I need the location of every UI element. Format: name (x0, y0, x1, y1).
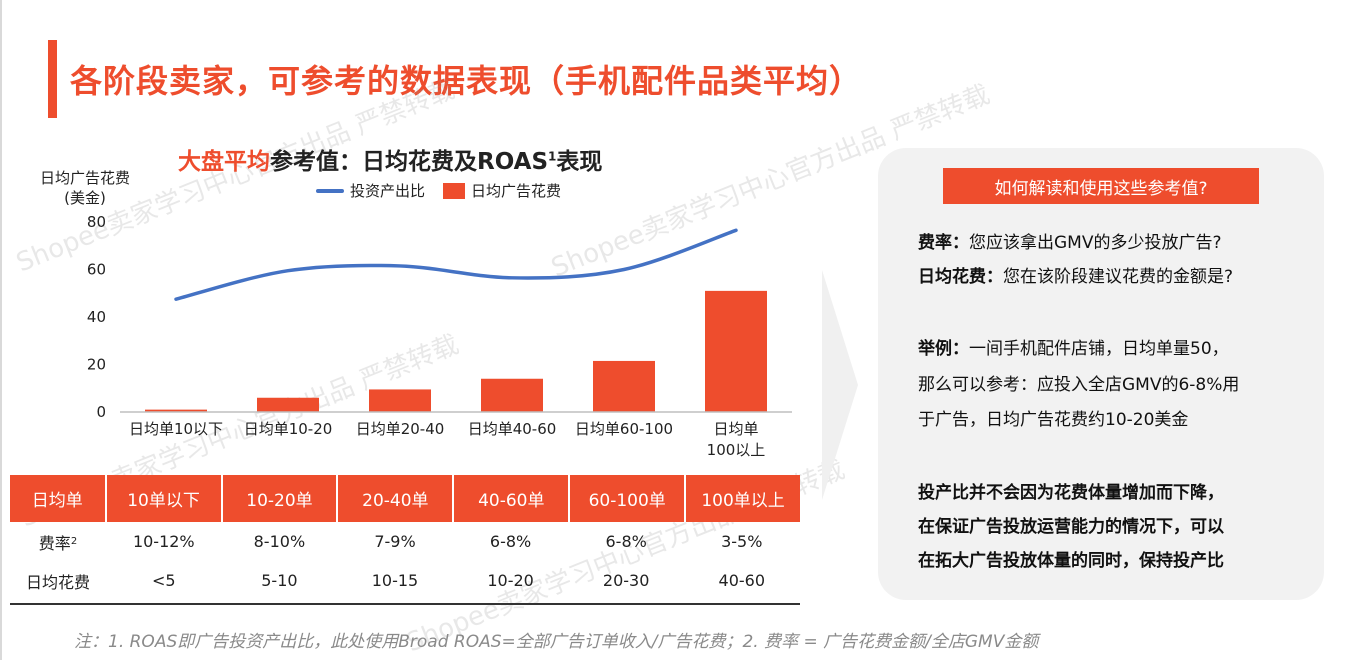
table-cell: 6-8% (605, 532, 647, 551)
table-cell: 8-10% (253, 532, 306, 551)
y-tick-label: 80 (87, 213, 106, 231)
chart-title-highlight: 大盘平均 (178, 149, 270, 175)
table-header-cell: 100单以上 (701, 491, 785, 511)
chevron-right-icon (822, 270, 858, 500)
table-row: 费率 2 10-12% 8-10% 7-9% 6-8% 6-8% 3-5% (10, 522, 800, 561)
footnote: 注：1. ROAS即广告投资产出比，此处使用Broad ROAS=全部广告订单收… (74, 632, 1039, 652)
table-cell: 3-5% (721, 532, 763, 551)
table-cell: 6-8% (489, 532, 532, 551)
table-header-cell: 10单以下 (107, 475, 223, 522)
table-cell: 10-15 (371, 571, 419, 590)
panel-example-label: 举例： (918, 339, 969, 359)
panel-note-line1: 投产比并不会因为花费体量增加而下降， (918, 483, 1224, 503)
panel-example-line3: 于广告，日均广告花费约10-20美金 (918, 410, 1189, 430)
chart-title-main: 参考值：日均花费及ROAS (270, 149, 549, 175)
table-header-cell: 10-20单 (223, 475, 339, 522)
chart-legend: 投资产出比 日均广告花费 (316, 180, 561, 201)
bar (705, 290, 767, 412)
table-cell: 40-60 (718, 571, 766, 590)
y-axis-label: 日均广告花费 (美金) (40, 168, 130, 208)
bar (145, 409, 207, 412)
x-tick-label: 日均单10以下 (129, 420, 223, 438)
legend-bar-label: 日均广告花费 (471, 182, 562, 200)
y-tick-label: 60 (87, 261, 106, 279)
y-axis-label-line2: (美金) (64, 189, 106, 207)
x-tick-label: 日均单60-100 (575, 420, 673, 438)
reference-table: 日均单 10单以下 10-20单 20-40单 40-60单 60-100单 100单以上 … (10, 475, 800, 600)
table-header-cell: 日均单 (10, 475, 107, 522)
table-row-label: 费率 2 (38, 533, 78, 553)
chart-plot: 0 20 40 60 80 日均单10以下 日均单10-20 日均单20-40 日均单40-60… (87, 213, 792, 459)
table-row-label-sup: 2 (70, 536, 78, 547)
panel-example-text1: 一间手机配件店铺，日均单量50， (969, 339, 1229, 359)
bar (593, 360, 655, 412)
panel-spend-line: 日均花费：您在该阶段建议花费的金额是? (918, 261, 1233, 294)
table-cell: 5-10 (261, 571, 298, 590)
y-tick-label: 0 (96, 403, 106, 421)
table-row: 日均花费 <5 5-10 10-15 10-20 20-30 40-60 (10, 561, 800, 600)
page-title: 各阶段卖家，可参考的数据表现（手机配件品类平均） (70, 62, 863, 100)
table-header-cell: 20-40单 (338, 475, 455, 522)
chart-title: 大盘平均参考值：日均花费及ROAS1表现 (178, 142, 602, 176)
table-cell: 20-30 (602, 571, 650, 590)
panel-note-line2: 在保证广告投放运营能力的情况下，可以 (918, 517, 1224, 537)
panel-example-line2: 那么可以参考：应投入全店GMV的6-8%用 (918, 375, 1240, 395)
table-header-cell: 60-100单 (570, 475, 687, 522)
chart-title-tail: 表现 (556, 149, 603, 175)
y-tick-label: 40 (87, 308, 106, 326)
bar (481, 378, 543, 412)
x-tick-label: 日均单 (713, 420, 758, 438)
panel-badge: 如何解读和使用这些参考值? (943, 168, 1259, 204)
chart-title-sup: 1 (548, 149, 557, 164)
roas-line (174, 228, 738, 301)
x-tick-label: 100以上 (707, 441, 766, 459)
table-cell: 10-20 (487, 571, 534, 590)
x-tick-label: 日均单40-60 (468, 420, 557, 438)
table-body: 费率 2 10-12% 8-10% 7-9% 6-8% 6-8% 3-5% 日均花费 <5 5-10… (10, 522, 800, 600)
panel-example-line1: 举例：一间手机配件店铺，日均单量50， (918, 333, 1229, 366)
table-cell: 10-12% (132, 532, 195, 551)
panel-rate-line: 费率：您应该拿出GMV的多少投放广告? (918, 227, 1222, 260)
panel-note-line3: 在拓大广告投放体量的同时，保持投产比 (918, 551, 1224, 571)
legend-line-label: 投资产出比 (350, 182, 426, 200)
panel-spend-label: 日均花费： (918, 267, 1003, 287)
table-cell: 7-9% (374, 532, 416, 551)
left-border (0, 0, 2, 660)
table-row-label: 日均花费 (25, 572, 90, 592)
panel-spend-text: 您在该阶段建议花费的金额是? (1003, 267, 1234, 287)
bar (369, 389, 431, 412)
x-tick-label: 日均单10-20 (244, 420, 333, 438)
legend-line-swatch (316, 188, 344, 193)
panel-rate-label: 费率： (918, 233, 969, 253)
y-axis-label-line1: 日均广告花费 (40, 169, 131, 187)
legend-bar-swatch (443, 182, 466, 199)
x-tick-label: 日均单20-40 (356, 420, 445, 438)
y-tick-label: 20 (87, 356, 106, 374)
table-cell: <5 (152, 571, 176, 590)
explanation-panel (878, 148, 1324, 600)
bar (257, 397, 319, 412)
table-header-row: 日均单 10单以下 10-20单 20-40单 40-60单 60-100单 100单以上 (10, 475, 800, 522)
table-header-cell: 40-60单 (454, 475, 571, 522)
title-accent-bar (48, 40, 57, 118)
panel-rate-text: 您应该拿出GMV的多少投放广告? (969, 233, 1222, 253)
table-bottom-border (10, 603, 800, 605)
